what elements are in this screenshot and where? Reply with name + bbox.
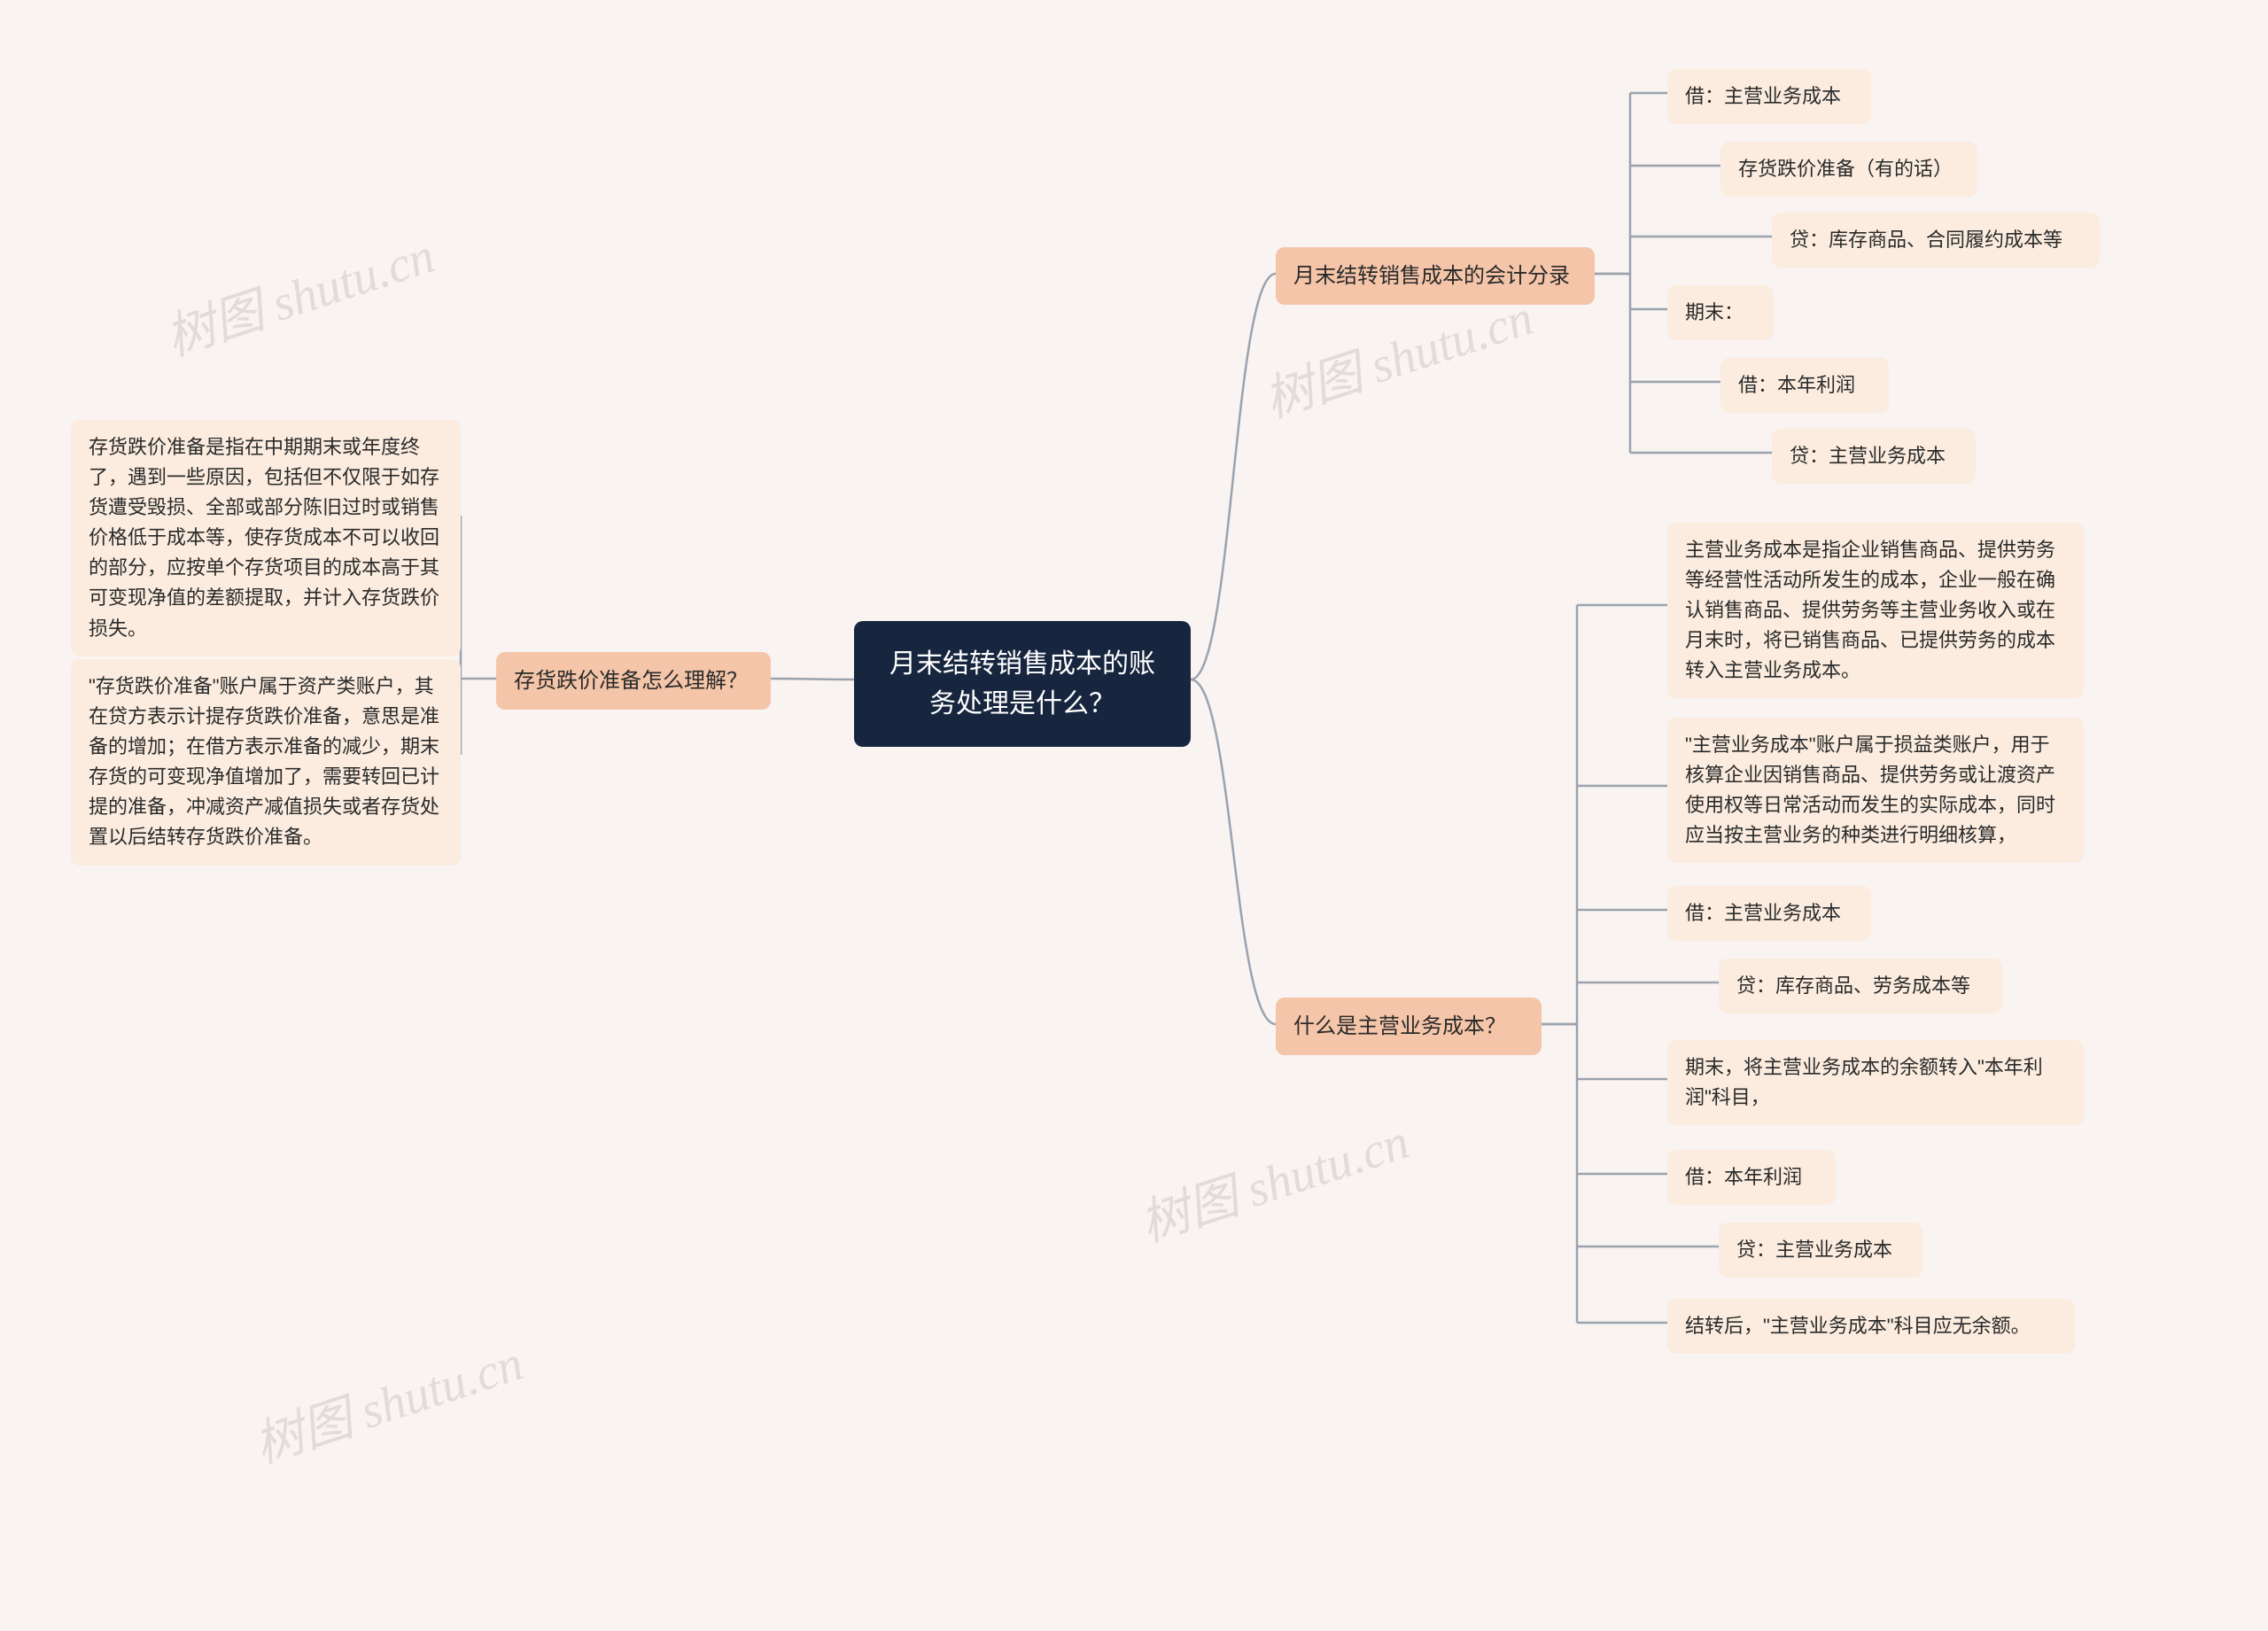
leaf-right-1-7: 结转后，"主营业务成本"科目应无余额。: [1667, 1299, 2075, 1354]
leaf-right-1-5: 借：本年利润: [1667, 1150, 1836, 1205]
leaf-right-0-1: 存货跌价准备（有的话）: [1720, 142, 1977, 197]
leaf-right-1-1: "主营业务成本"账户属于损益类账户，用于核算企业因销售商品、提供劳务或让渡资产使…: [1667, 718, 2084, 863]
leaf-right-0-2: 贷：库存商品、合同履约成本等: [1772, 213, 2100, 268]
watermark-0: 树图 shutu.cn: [155, 215, 442, 369]
branch-right-0: 月末结转销售成本的会计分录: [1276, 247, 1595, 305]
branch-right-1: 什么是主营业务成本？: [1276, 998, 1542, 1055]
leaf-left-0-1: "存货跌价准备"账户属于资产类账户，其在贷方表示计提存货跌价准备，意思是准备的增…: [71, 659, 461, 866]
branch-left-0: 存货跌价准备怎么理解？: [496, 652, 771, 710]
leaf-right-0-5: 贷：主营业务成本: [1772, 429, 1976, 484]
leaf-right-1-3: 贷：库存商品、劳务成本等: [1719, 959, 2002, 1014]
leaf-right-1-6: 贷：主营业务成本: [1719, 1223, 1922, 1278]
leaf-right-1-0: 主营业务成本是指企业销售商品、提供劳务等经营性活动所发生的成本，企业一般在确认销…: [1667, 523, 2084, 698]
watermark-2: 树图 shutu.cn: [1130, 1101, 1417, 1255]
leaf-right-0-4: 借：本年利润: [1720, 358, 1889, 413]
leaf-left-0-0: 存货跌价准备是指在中期期末或年度终了，遇到一些原因，包括但不仅限于如存货遭受毁损…: [71, 420, 461, 656]
root-node: 月末结转销售成本的账务处理是什么？: [854, 621, 1191, 747]
leaf-right-0-3: 期末：: [1667, 285, 1774, 340]
leaf-right-0-0: 借：主营业务成本: [1667, 69, 1871, 124]
watermark-3: 树图 shutu.cn: [244, 1323, 531, 1477]
leaf-right-1-2: 借：主营业务成本: [1667, 886, 1871, 941]
leaf-right-1-4: 期末，将主营业务成本的余额转入"本年利润"科目，: [1667, 1040, 2084, 1125]
